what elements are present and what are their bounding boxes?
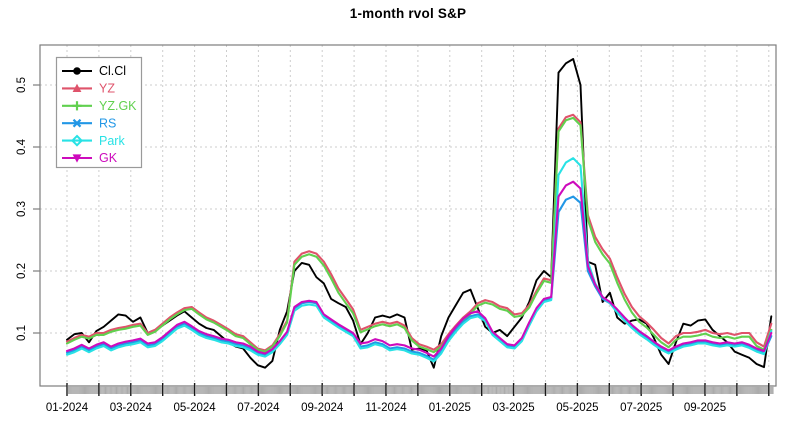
legend-x-marker [72,118,82,128]
legend-label: GK [99,151,118,165]
x-tick-label: 01-2024 [46,402,89,414]
y-tick-label: 0.2 [16,263,28,279]
legend-entry-Park: Park [62,134,125,148]
y-tick-label: 0.4 [16,138,28,155]
legend-triangle-down-marker [72,154,82,163]
y-tick-label: 0.3 [16,201,28,217]
series-line-YZ.GK [65,116,773,354]
series-lines [65,58,773,369]
legend-label: Cl.Cl [99,64,126,78]
legend-entry-YZ.GK: YZ.GK [62,99,137,113]
x-tick-label: 07-2024 [237,402,280,414]
legend: Cl.Cl YZ YZ.GK RS Park GK [55,56,143,169]
series-line-Cl.Cl [66,58,773,369]
legend-label: RS [99,116,116,130]
x-tick-label: 09-2024 [301,402,344,414]
series-line-RS [65,195,773,361]
x-tick-label: 05-2024 [173,402,216,414]
legend-circle-marker [73,67,81,75]
legend-entry-GK: GK [62,151,118,165]
x-tick-label: 09-2025 [684,402,726,414]
series-line-Park [65,157,773,363]
x-tick-label: 11-2024 [365,402,407,414]
legend-entry-RS: RS [62,116,116,130]
gridlines [40,45,776,386]
legend-entry-YZ: YZ [62,82,115,96]
series-line-GK [65,180,773,358]
y-tick-label: 0.5 [16,77,28,93]
legend-label: Park [99,134,125,148]
x-tick-label: 05-2025 [556,402,598,414]
legend-label: YZ.GK [99,99,137,113]
legend-box [55,56,143,169]
chart-title: 1-month rvol S&P [349,6,467,21]
legend-diamond-marker [70,134,84,147]
legend-entry-Cl.Cl: Cl.Cl [62,64,126,78]
series-line-YZ [65,113,773,352]
legend-label: YZ [99,82,115,96]
y-axis: 0.1 0.2 0.3 0.4 0.5 [16,77,40,341]
y-tick-label: 0.1 [16,325,28,341]
x-tick-label: 03-2024 [110,402,153,414]
x-tick-label: 01-2025 [429,402,471,414]
x-tick-label: 03-2025 [492,402,534,414]
x-axis: 01-2024 03-2024 05-2024 07-2024 09-2024 11-20… [46,383,774,414]
legend-triangle-up-marker [72,83,82,92]
x-tick-label: 07-2025 [620,402,662,414]
